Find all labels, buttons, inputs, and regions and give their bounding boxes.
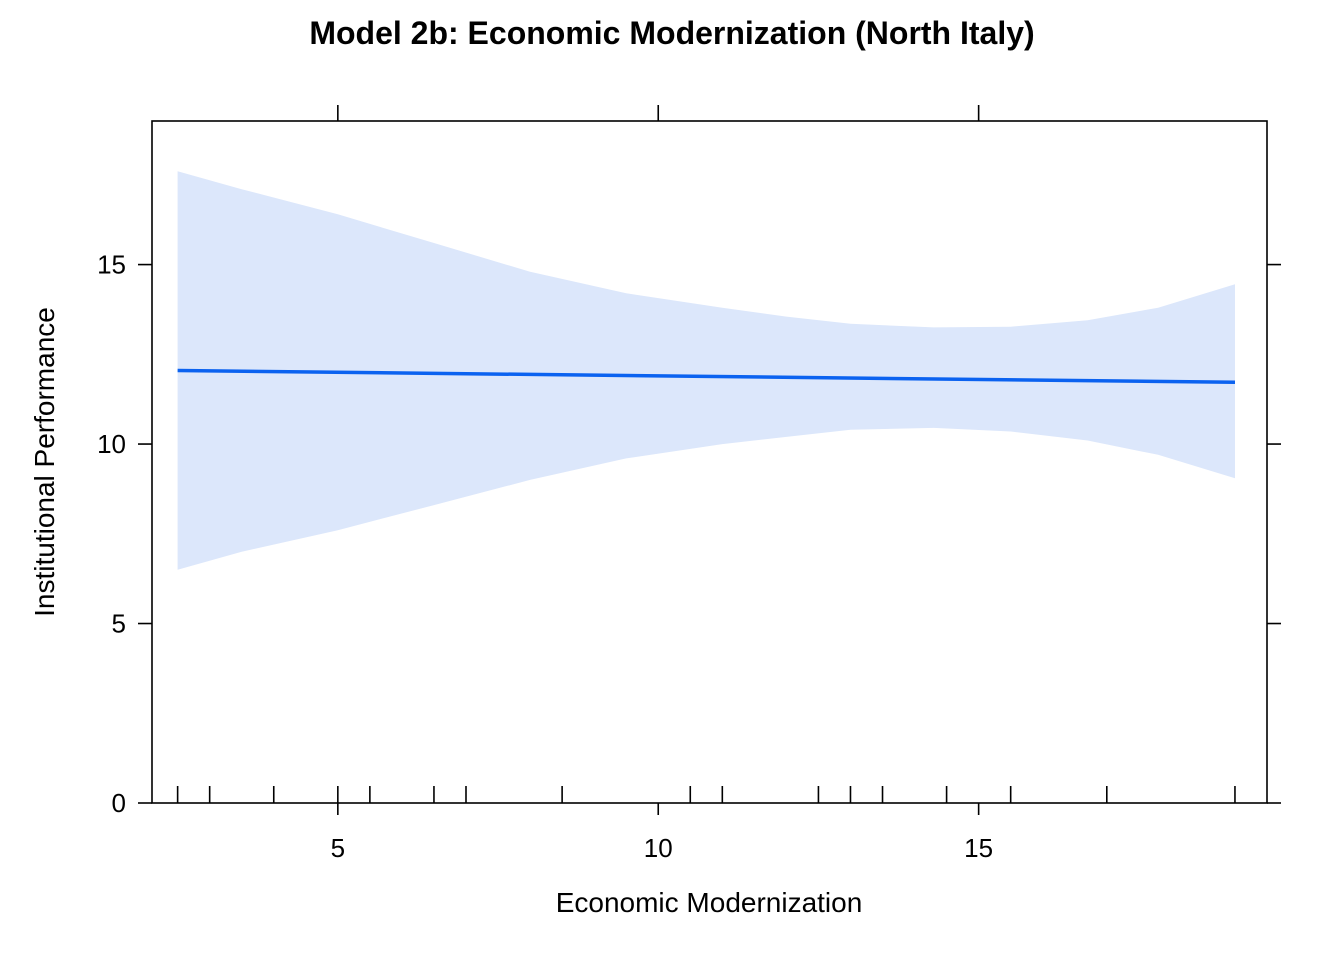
plot-area: 5 10 15 0 5 10 15: [97, 105, 1281, 863]
y-axis-title: Institutional Performance: [29, 307, 60, 617]
x-axis-title: Economic Modernization: [556, 887, 863, 918]
x-tick-label-5: 5: [331, 833, 345, 863]
x-tick-label-15: 15: [964, 833, 993, 863]
plot-frame: [151, 120, 1268, 804]
confidence-band: [177, 171, 1236, 570]
chart-title: Model 2b: Economic Modernization (North …: [309, 15, 1034, 51]
x-tick-label-10: 10: [644, 833, 673, 863]
y-tick-label-10: 10: [97, 429, 126, 459]
y-tick-label-15: 15: [97, 250, 126, 280]
y-tick-label-0: 0: [112, 788, 126, 818]
y-tick-label-5: 5: [112, 609, 126, 639]
fit-line-0: [177, 368, 1236, 385]
